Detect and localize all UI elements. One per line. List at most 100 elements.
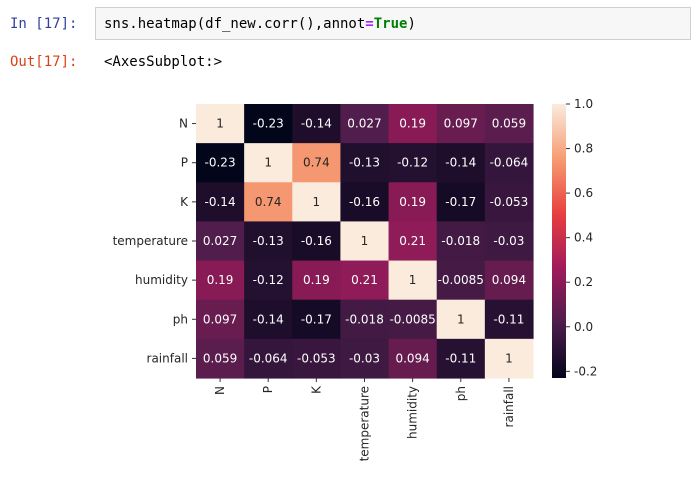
cell-annotation: -0.17 (445, 195, 476, 209)
cell-annotation: 0.094 (492, 273, 526, 287)
heatmap-cell (340, 104, 390, 144)
colorbar (552, 104, 566, 378)
input-prompt: In [17]: (10, 16, 78, 32)
heatmap-cell (340, 182, 390, 223)
heatmap-cell (196, 182, 245, 223)
colorbar-tick-label: 0.8 (574, 142, 593, 156)
code-cell[interactable]: sns.heatmap(df_new.corr(),annot=True) (95, 7, 691, 40)
cell-annotation: -0.018 (345, 312, 384, 326)
code-text[interactable]: sns.heatmap(df_new.corr(),annot=True) (104, 16, 416, 32)
heatmap-cell (340, 260, 390, 301)
heatmap-cell (388, 221, 438, 262)
cell-annotation: 0.19 (207, 273, 234, 287)
x-tick-label: K (309, 385, 323, 394)
heatmap-cell (484, 182, 534, 223)
heatmap-cell (484, 260, 534, 301)
y-tick-label: N (179, 117, 188, 131)
cell-annotation: 1 (505, 351, 513, 365)
heatmap-cell (292, 221, 342, 262)
cell-annotation: 1 (313, 195, 321, 209)
cell-annotation: -0.0085 (389, 312, 435, 326)
colorbar-tick-label: 0.6 (574, 186, 593, 200)
cell-annotation: -0.053 (490, 195, 529, 209)
heatmap-cell (292, 182, 342, 223)
heatmap-cell (436, 299, 486, 340)
cell-annotation: 1 (457, 312, 465, 326)
cell-annotation: 1 (264, 156, 272, 170)
colorbar-tick-label: 0.2 (574, 275, 593, 289)
heatmap-cell (388, 299, 438, 340)
colorbar-tick-label: 1.0 (574, 97, 593, 111)
cell-annotation: -0.03 (493, 234, 524, 248)
y-tick-label: temperature (113, 234, 188, 248)
y-tick-label: ph (173, 312, 188, 326)
cell-annotation: -0.0085 (438, 273, 484, 287)
cell-annotation: -0.16 (349, 195, 380, 209)
cell-annotation: 1 (361, 234, 369, 248)
heatmap-cell (244, 143, 293, 183)
y-tick-label: K (180, 195, 189, 209)
x-tick-label: humidity (406, 386, 420, 439)
cell-annotation: 0.097 (444, 117, 478, 131)
heatmap-cell (436, 221, 486, 262)
cell-annotation: 0.19 (399, 195, 426, 209)
code-operator: = (365, 16, 374, 32)
y-tick-label: humidity (135, 273, 188, 287)
x-tick-label: P (261, 386, 275, 393)
heatmap-cell (388, 182, 438, 223)
cell-annotation: -0.018 (441, 234, 480, 248)
code-suffix: ) (407, 16, 416, 32)
y-tick-label: rainfall (147, 351, 188, 365)
cell-annotation: 0.21 (351, 273, 378, 287)
colorbar-tick-label: 0.0 (574, 320, 593, 334)
cell-annotation: 1 (216, 117, 224, 131)
heatmap-cell (244, 299, 293, 340)
heatmap-cell (292, 299, 342, 340)
heatmap-cell (244, 338, 293, 379)
output-prompt: Out[17]: (10, 54, 78, 70)
cell-annotation: 1 (409, 273, 417, 287)
cell-annotation: -0.053 (297, 351, 336, 365)
heatmap-cell (388, 104, 438, 144)
cell-annotation: -0.17 (301, 312, 332, 326)
x-tick-label: rainfall (502, 386, 516, 427)
heatmap-cell (340, 299, 390, 340)
heatmap-cell (196, 338, 245, 379)
heatmap-cell (340, 221, 390, 262)
cell-annotation: 0.21 (399, 234, 426, 248)
cell-annotation: -0.03 (349, 351, 380, 365)
heatmap-cell (388, 338, 438, 379)
x-tick-label: N (213, 386, 227, 395)
cell-annotation: 0.097 (203, 312, 237, 326)
cell-annotation: 0.74 (255, 195, 282, 209)
cell-annotation: -0.064 (249, 351, 288, 365)
cell-annotation: 0.059 (492, 117, 526, 131)
cell-annotation: -0.14 (445, 156, 476, 170)
x-tick-label: ph (454, 386, 468, 401)
cell-annotation: -0.11 (445, 351, 476, 365)
heatmap-cell (436, 338, 486, 379)
code-keyword: True (373, 16, 408, 32)
cell-annotation: 0.74 (303, 156, 330, 170)
heatmap-cell (196, 221, 245, 262)
colorbar-tick-label: 0.4 (574, 231, 593, 245)
code-prefix: sns.heatmap(df_new.corr(),annot (104, 16, 366, 32)
cell-annotation: -0.11 (493, 312, 524, 326)
cell-annotation: -0.13 (253, 234, 284, 248)
output-text: <AxesSubplot:> (104, 54, 223, 70)
heatmap-cell (196, 143, 245, 183)
heatmap-cell (244, 182, 293, 223)
cell-annotation: -0.16 (301, 234, 332, 248)
heatmap-cell (436, 182, 486, 223)
cell-annotation: -0.14 (253, 312, 284, 326)
cell-annotation: 0.19 (303, 273, 330, 287)
cell-annotation: -0.14 (205, 195, 236, 209)
cell-annotation: 0.094 (395, 351, 429, 365)
heatmap-cell (484, 104, 534, 144)
heatmap-cell (484, 221, 534, 262)
heatmap-cell (388, 143, 438, 183)
heatmap-cell (436, 143, 486, 183)
cell-annotation: 0.059 (203, 351, 237, 365)
heatmap-cell (484, 299, 534, 340)
